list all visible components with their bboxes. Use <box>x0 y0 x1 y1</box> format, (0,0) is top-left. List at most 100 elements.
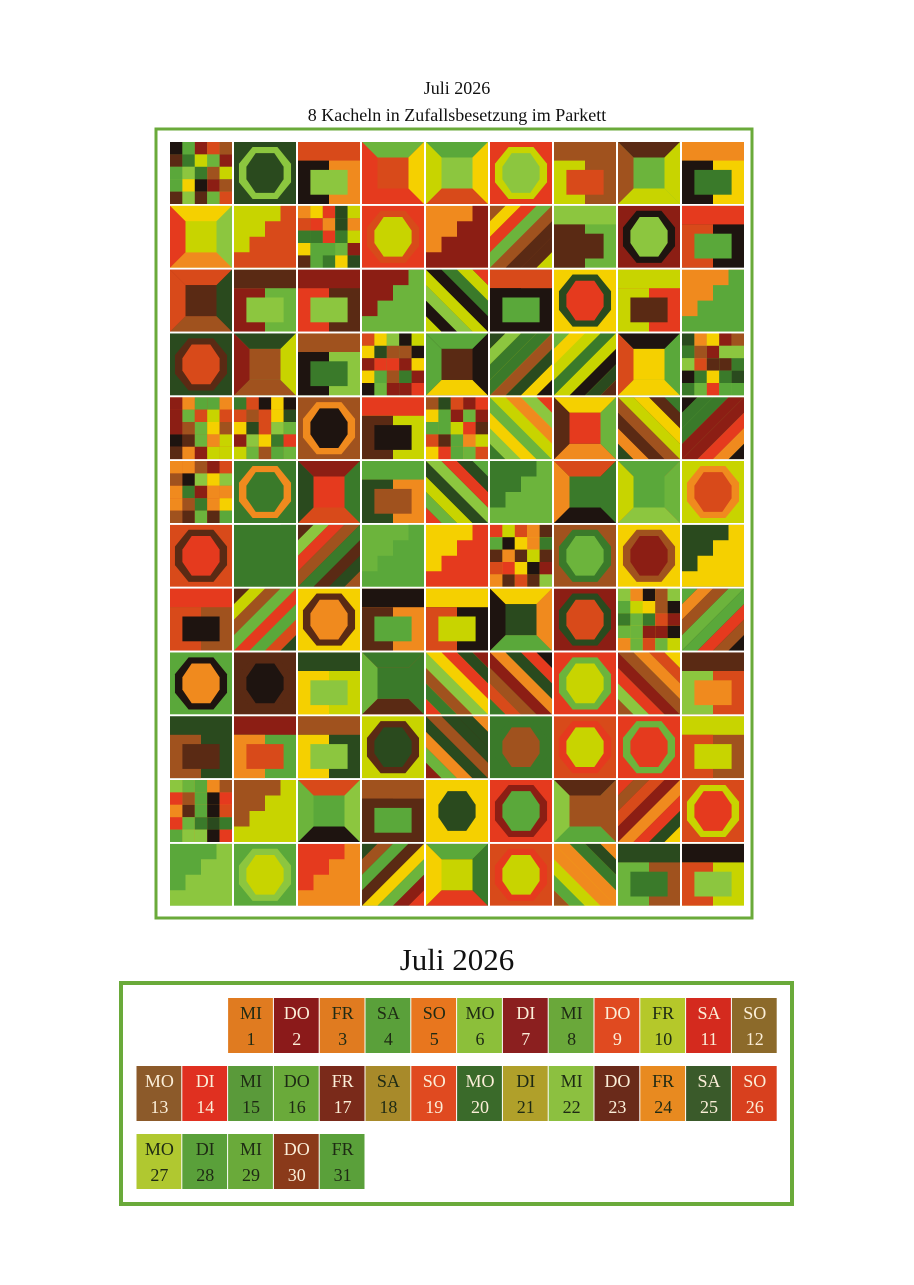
tile-stripe <box>554 843 616 906</box>
tile-cell <box>194 434 208 447</box>
tile-block <box>246 744 284 769</box>
tile-bevel <box>426 890 488 906</box>
tile-cell <box>362 383 375 396</box>
tile-bevel <box>170 316 232 332</box>
tile-stripe <box>618 397 680 460</box>
tile <box>234 524 296 587</box>
tile-cell <box>219 446 232 460</box>
day-number: 20 <box>471 1097 489 1117</box>
tile-cell <box>539 549 552 562</box>
tile-cell <box>411 345 424 359</box>
tile-cell <box>182 179 195 192</box>
day-number: 27 <box>150 1165 168 1185</box>
tile <box>170 588 232 651</box>
tile-cell <box>258 409 272 422</box>
tile-bevel <box>426 142 442 204</box>
tile <box>618 397 680 460</box>
tile-stripe <box>441 461 488 508</box>
day-number: 30 <box>288 1165 306 1185</box>
day-bg <box>182 1134 228 1189</box>
day-weekday: MO <box>465 1003 494 1023</box>
tile-cell <box>347 230 360 243</box>
day-weekday: MI <box>240 1139 262 1159</box>
page-subtitle: 8 Kacheln in Zufallsbesetzung im Parkett <box>308 105 606 125</box>
tile-stairs <box>362 269 424 332</box>
tile-stripe <box>472 461 488 477</box>
tile-stripe <box>441 716 488 763</box>
tile-bevel <box>170 269 232 286</box>
tile-cell <box>347 243 360 256</box>
tile-bevel <box>554 780 616 796</box>
day-number: 19 <box>425 1097 443 1117</box>
day-number: 5 <box>430 1029 439 1049</box>
tile-octagon <box>374 216 412 257</box>
tile-core <box>313 795 345 827</box>
tile <box>426 397 488 460</box>
tile-octagon <box>310 408 348 449</box>
tile <box>554 205 616 268</box>
tile-cell <box>246 409 259 422</box>
tile <box>618 461 680 523</box>
day-weekday: FR <box>652 1003 674 1023</box>
tile <box>170 397 232 460</box>
day-weekday: MO <box>465 1071 494 1091</box>
tile-cell <box>246 397 259 410</box>
tile-cell <box>207 434 220 447</box>
tile-octagon <box>502 791 540 831</box>
day-bg <box>365 1066 411 1121</box>
tile-cell <box>170 817 183 830</box>
tile-cell <box>298 243 311 256</box>
tile-cell <box>694 383 707 396</box>
tile-bevel <box>472 333 488 396</box>
tile-core <box>249 348 281 380</box>
tile-cell <box>347 255 360 268</box>
calendar-grid: MI 1 DO 2 FR 3 SA 4 SO 5 MO 6 DI 7 MI 8 DO 9 FR 10 SA 11 SO 12 M… <box>136 998 777 1189</box>
tile-block <box>234 269 296 289</box>
tile-bevel <box>554 780 570 842</box>
tile-cell <box>234 409 247 422</box>
tile-stripe <box>664 826 680 842</box>
tile-cell <box>731 358 744 371</box>
tile-block <box>682 716 744 735</box>
tile-cell <box>194 473 208 486</box>
tile-bevel <box>536 588 552 651</box>
tile-cell <box>514 537 528 550</box>
tile-cell <box>207 142 220 155</box>
tile-cell <box>234 434 247 447</box>
tile-cell <box>374 370 387 383</box>
tile-cell <box>706 370 720 383</box>
tile-stripe <box>664 397 680 413</box>
tile-core <box>313 476 345 508</box>
tile-cell <box>310 230 323 243</box>
day-cell: FR 3 <box>319 998 365 1053</box>
tile <box>362 461 424 523</box>
tile-cell <box>182 804 195 818</box>
tile-cell <box>655 613 668 626</box>
tile-bevel <box>362 142 424 158</box>
tile-cell <box>618 638 631 651</box>
tile-cell <box>170 473 183 486</box>
tile-cell <box>642 588 656 601</box>
day-weekday: SO <box>423 1003 446 1023</box>
tile-cell <box>618 625 631 639</box>
day-cell: SO 5 <box>411 998 457 1053</box>
tile-cell <box>219 461 232 474</box>
tile-cell <box>642 625 656 639</box>
tile-cell <box>170 422 183 435</box>
tile-stripe <box>633 795 680 842</box>
tile <box>362 333 424 396</box>
tile-bevel <box>408 652 424 715</box>
tile-cell <box>463 409 476 422</box>
day-number: 11 <box>700 1029 717 1049</box>
tile-octagon <box>374 727 412 768</box>
tile-cell <box>667 588 680 601</box>
tile-bevel <box>426 379 488 396</box>
tile-cell <box>642 613 656 626</box>
tile-bevel <box>298 507 360 523</box>
tile-block <box>374 488 412 514</box>
tile-cell <box>182 422 195 435</box>
day-bg <box>273 998 319 1053</box>
tile <box>170 716 232 779</box>
tile-cell <box>298 230 311 243</box>
tile-core <box>441 348 473 380</box>
